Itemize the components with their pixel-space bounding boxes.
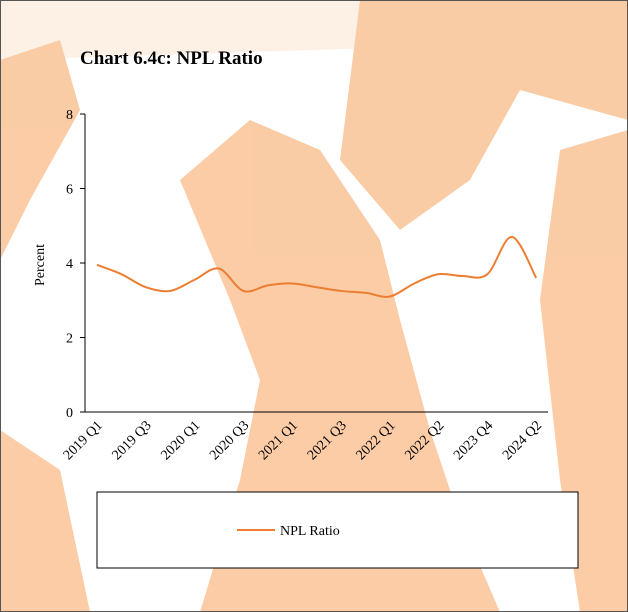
legend [96, 491, 579, 569]
x-tick-label: 2024 Q2 [500, 418, 545, 463]
y-tick-label: 4 [66, 257, 73, 272]
line [96, 235, 538, 298]
y-tick-label: 6 [66, 183, 73, 198]
y-tick-label: 0 [66, 406, 73, 421]
x-tick-label: 2019 Q1 [61, 418, 106, 463]
legend-label: NPL Ratio [280, 524, 340, 539]
x-tick-label: 2020 Q1 [158, 418, 203, 463]
y-axis-label: Percent [33, 244, 48, 286]
chart-title: Chart 6.4c: NPL Ratio [80, 48, 263, 69]
x-tick-label: 2019 Q3 [110, 418, 155, 463]
y-tick-label: 8 [66, 108, 73, 123]
y-tick-label: 2 [66, 332, 73, 347]
x-tick-label: 2023 Q4 [451, 418, 496, 463]
